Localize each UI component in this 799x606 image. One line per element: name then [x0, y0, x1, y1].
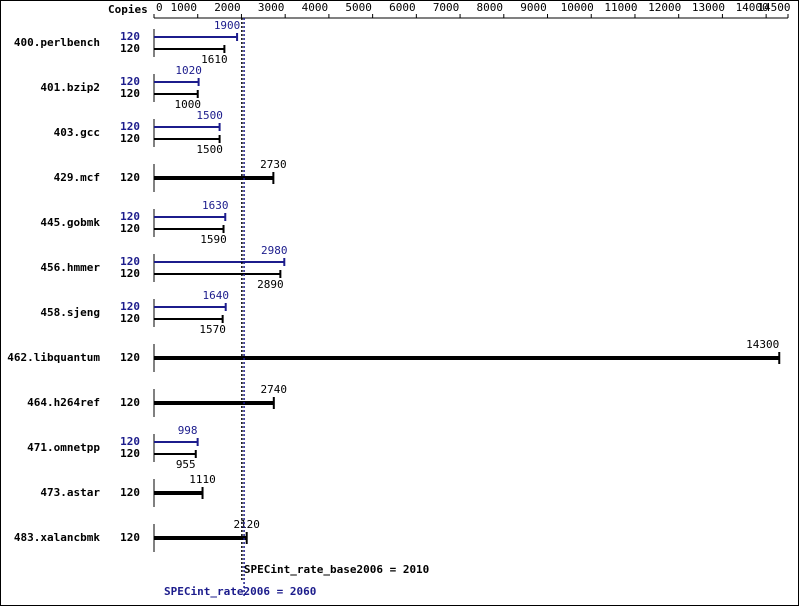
x-tick-label: 10000: [561, 1, 594, 14]
x-tick-label: 8000: [477, 1, 504, 14]
copies-label: 120: [120, 171, 140, 184]
copies-label: 120: [120, 222, 140, 235]
x-tick-label: 4000: [302, 1, 329, 14]
copies-label: 120: [120, 210, 140, 223]
copies-label: 120: [120, 351, 140, 364]
category-label: 458.sjeng: [40, 306, 100, 319]
copies-label: 120: [120, 312, 140, 325]
copies-label: 120: [120, 120, 140, 133]
x-tick-label: 2000: [214, 1, 241, 14]
value-label: 1610: [201, 53, 228, 66]
x-tick-label: 12000: [648, 1, 681, 14]
copies-label: 120: [120, 300, 140, 313]
x-tick-label: 1000: [170, 1, 197, 14]
x-tick-label: 3000: [258, 1, 285, 14]
category-label: 429.mcf: [54, 171, 100, 184]
value-label: 1630: [202, 199, 229, 212]
category-label: 401.bzip2: [40, 81, 100, 94]
value-label: 1640: [202, 289, 229, 302]
copies-label: 120: [120, 267, 140, 280]
copies-label: 120: [120, 42, 140, 55]
copies-label: 120: [120, 447, 140, 460]
value-label: 2890: [257, 278, 284, 291]
copies-label: 120: [120, 531, 140, 544]
x-tick-label: 14500: [757, 1, 790, 14]
category-label: 483.xalancbmk: [14, 531, 100, 544]
value-label: 1500: [196, 143, 223, 156]
x-tick-label: 14000: [736, 1, 769, 14]
value-label: 955: [176, 458, 196, 471]
copies-label: 120: [120, 75, 140, 88]
category-label: 462.libquantum: [7, 351, 100, 364]
x-title: Copies: [108, 3, 148, 16]
value-label: 1500: [196, 109, 223, 122]
category-label: 403.gcc: [54, 126, 100, 139]
value-label: 2740: [261, 383, 288, 396]
x-tick-label: 13000: [692, 1, 725, 14]
copies-label: 120: [120, 435, 140, 448]
category-label: 464.h264ref: [27, 396, 100, 409]
reference-label: SPECint_rate_base2006 = 2010: [244, 563, 429, 576]
category-label: 456.hmmer: [40, 261, 100, 274]
category-label: 400.perlbench: [14, 36, 100, 49]
reference-label: SPECint_rate2006 = 2060: [164, 585, 316, 598]
category-label: 445.gobmk: [40, 216, 100, 229]
value-label: 2980: [261, 244, 288, 257]
value-label: 14300: [746, 338, 779, 351]
x-tick-label: 5000: [345, 1, 372, 14]
value-label: 2730: [260, 158, 287, 171]
value-label: 1000: [174, 98, 201, 111]
copies-label: 120: [120, 396, 140, 409]
category-label: 473.astar: [40, 486, 100, 499]
x-tick-label: 9000: [520, 1, 547, 14]
value-label: 1110: [189, 473, 216, 486]
x-tick-label: 0: [156, 1, 163, 14]
x-tick-label: 6000: [389, 1, 416, 14]
copies-label: 120: [120, 87, 140, 100]
value-label: 1570: [199, 323, 226, 336]
copies-label: 120: [120, 30, 140, 43]
value-label: 1590: [200, 233, 227, 246]
x-tick-label: 11000: [604, 1, 637, 14]
copies-label: 120: [120, 255, 140, 268]
copies-label: 120: [120, 132, 140, 145]
category-label: 471.omnetpp: [27, 441, 100, 454]
x-tick-label: 7000: [433, 1, 460, 14]
value-label: 1020: [175, 64, 202, 77]
value-label: 1900: [214, 19, 241, 32]
value-label: 998: [178, 424, 198, 437]
copies-label: 120: [120, 486, 140, 499]
value-label: 2120: [233, 518, 260, 531]
